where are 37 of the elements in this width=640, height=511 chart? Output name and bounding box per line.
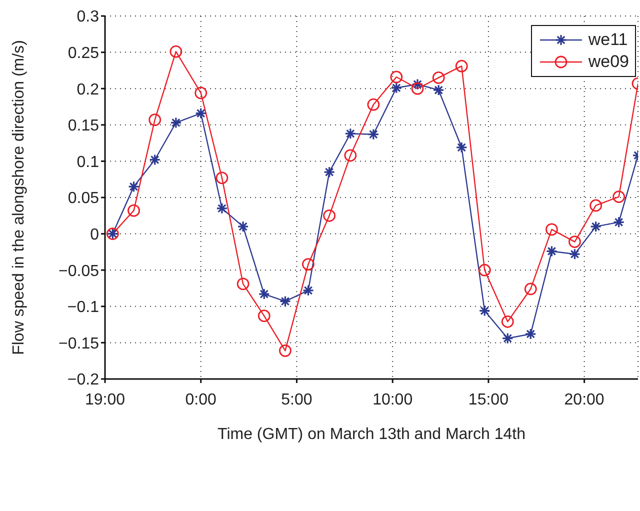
y-tick-label: 0.2 [76,81,100,98]
legend-label: we09 [588,52,629,72]
point [501,315,514,328]
point [411,82,424,95]
point [478,264,491,276]
point [302,258,314,270]
y-axis-title: Flow speed in the alongshore direction (m/s) [10,40,28,355]
point [455,60,468,72]
x-tick-label: 19:00 [84,391,126,408]
x-axis-title: Time (GMT) on March 13th and March 14th [218,426,526,443]
point [323,209,336,222]
y-tick-label: 0.25 [68,44,100,62]
y-tick-label: −0.1 [67,299,100,316]
legend-label: we11 [588,30,628,50]
point [128,204,140,217]
y-tick-label: 0.1 [76,154,100,171]
point [546,223,558,236]
y-tick-label: 0 [90,226,100,244]
point [367,98,380,111]
y-tick-label: −0.15 [58,335,100,352]
y-tick-label: 0.3 [76,8,100,26]
x-tick-label: 5:00 [281,391,312,408]
x-tick-label: 20:00 [564,391,604,408]
y-tick-label: −0.2 [67,372,100,389]
x-tick-label: 15:00 [468,391,509,408]
point [236,278,250,290]
point [279,344,292,357]
point [170,45,182,58]
point [258,310,270,322]
y-tick-label: 0.15 [68,118,100,135]
x-tick-label: 10:00 [372,391,413,408]
y-tick-label: −0.05 [58,262,100,280]
x-tick-label: 0:00 [185,391,217,408]
point [390,70,403,84]
y-tick-label: 0.05 [68,190,100,208]
point [148,114,162,126]
point [216,172,228,184]
